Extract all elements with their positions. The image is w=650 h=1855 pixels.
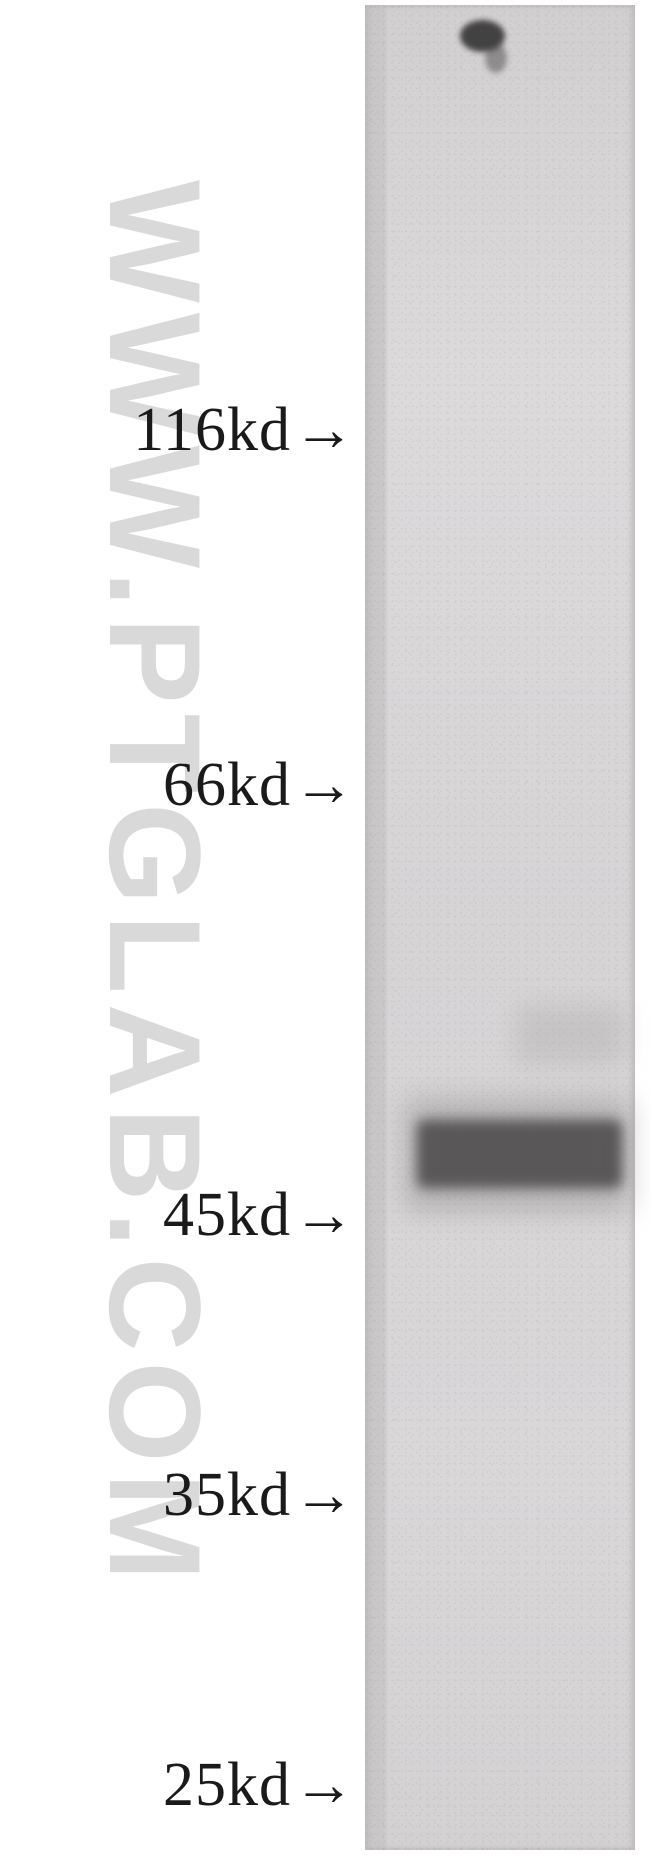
marker-25kd: 25kd → — [0, 1750, 355, 1821]
marker-label: 66kd — [163, 750, 291, 821]
top-dark-spot-tail — [485, 43, 507, 73]
arrow-right-icon: → — [293, 1754, 355, 1816]
faint-upper-smudge — [515, 1005, 625, 1065]
marker-66kd: 66kd → — [0, 750, 355, 821]
blot-lane — [365, 5, 635, 1850]
blot-canvas: WWW.PTGLAB.COM 116kd → 66kd → 45kd → 35k… — [0, 0, 650, 1855]
arrow-right-icon: → — [293, 754, 355, 816]
arrow-right-icon: → — [293, 1184, 355, 1246]
molecular-weight-ladder: 116kd → 66kd → 45kd → 35kd → 25kd → — [0, 0, 355, 1855]
marker-label: 45kd — [163, 1180, 291, 1251]
marker-45kd: 45kd → — [0, 1180, 355, 1251]
main-band-halo — [405, 1100, 630, 1210]
marker-label: 35kd — [163, 1460, 291, 1531]
marker-label: 25kd — [163, 1750, 291, 1821]
marker-35kd: 35kd → — [0, 1460, 355, 1531]
lane-noise — [365, 5, 635, 1850]
marker-116kd: 116kd → — [0, 395, 355, 466]
marker-label: 116kd — [133, 395, 291, 466]
arrow-right-icon: → — [293, 399, 355, 461]
arrow-right-icon: → — [293, 1464, 355, 1526]
